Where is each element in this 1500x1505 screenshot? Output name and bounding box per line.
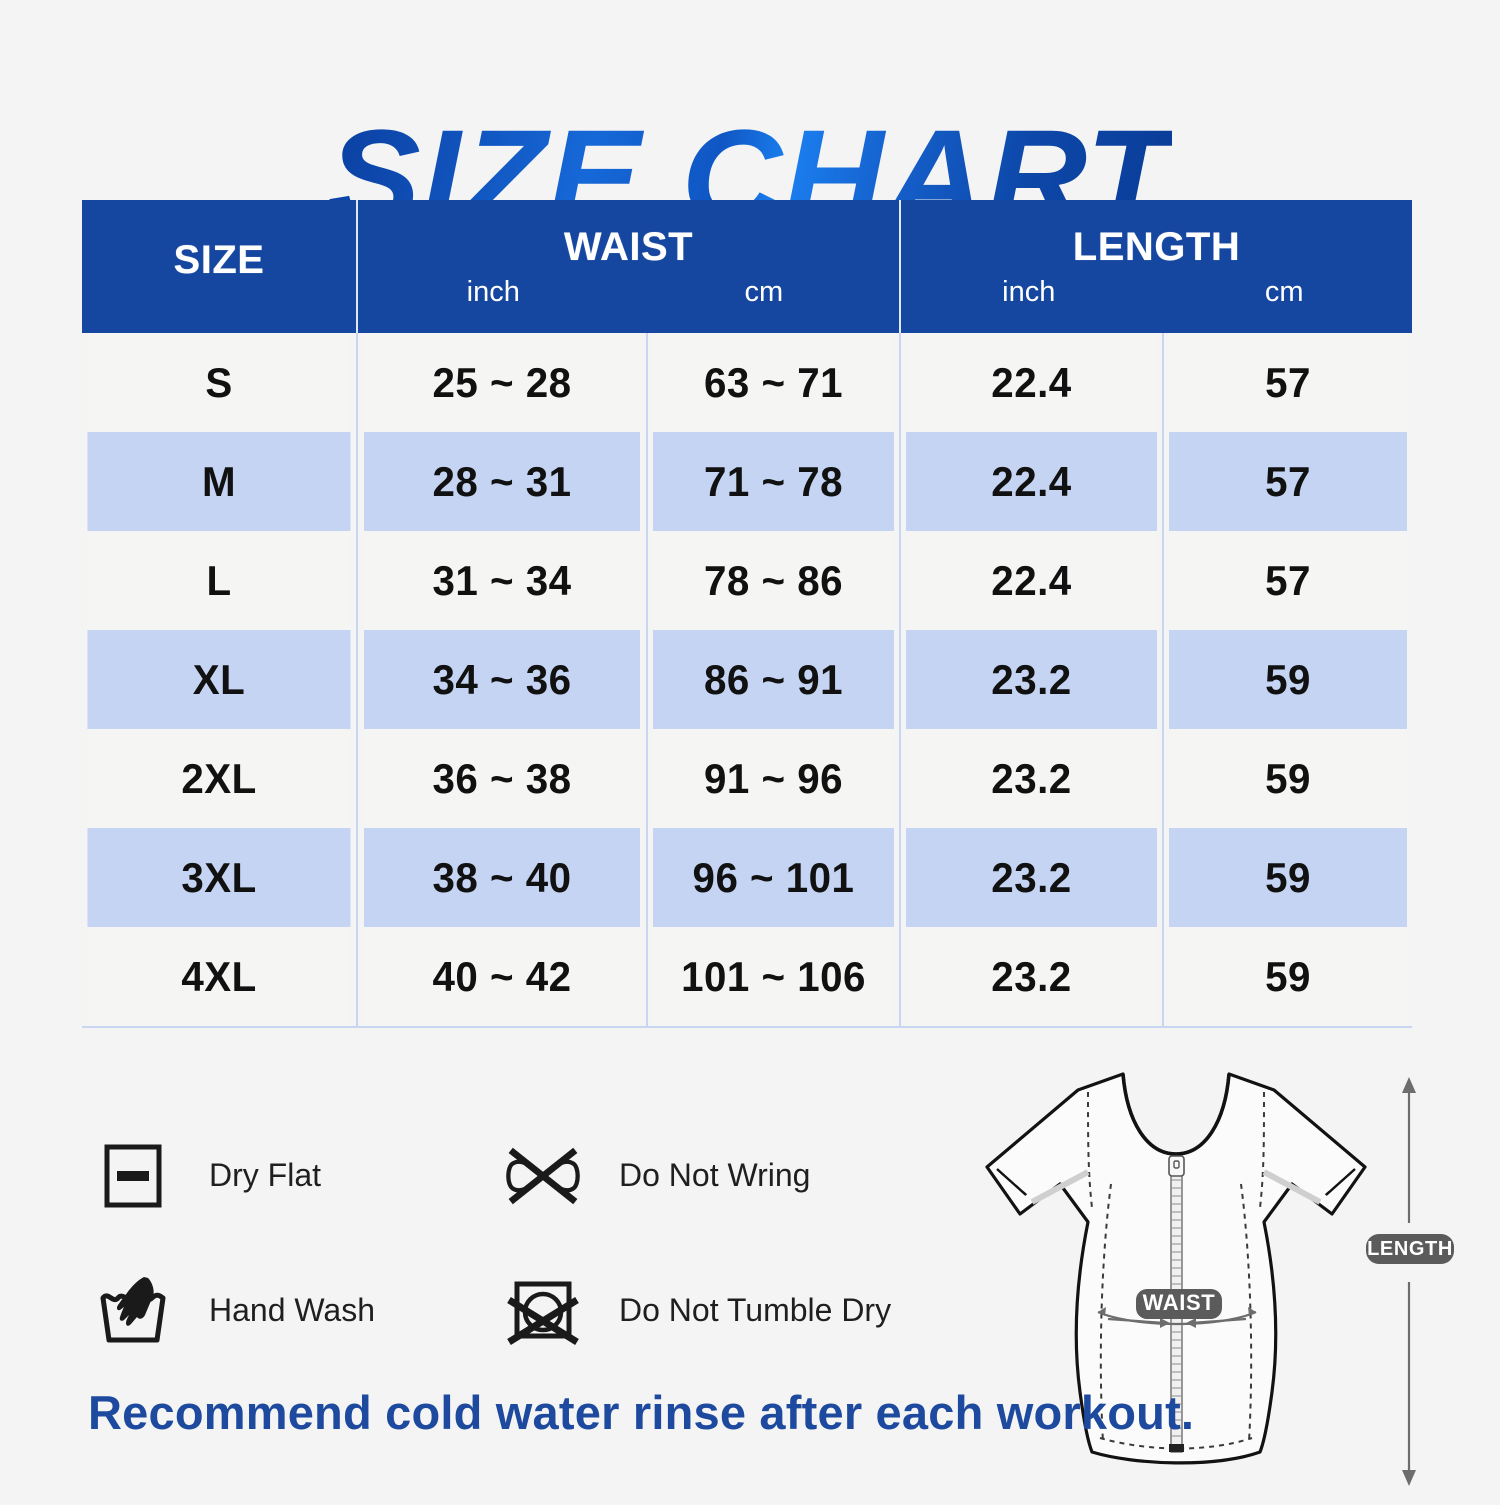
footer-note: Recommend cold water rinse after each wo… [88, 1386, 1195, 1439]
column-header-length-units: inch cm [901, 276, 1412, 309]
cell-size: 4XL [87, 927, 353, 1028]
size-chart-table: SIZE WAIST inch cm LENGTH inch cm S 25 ~ … [82, 200, 1413, 1028]
table-row: 2XL 36 ~ 38 91 ~ 96 23.2 59 [82, 729, 1412, 828]
column-header-length: LENGTH inch cm [900, 200, 1413, 333]
care-item-do-not-wring: Do Not Wring [505, 1138, 915, 1214]
care-item-dry-flat: Dry Flat [95, 1138, 505, 1214]
cell-waist_cm: 71 ~ 78 [652, 432, 896, 531]
column-header-size: SIZE [82, 200, 358, 333]
table-row: XL 34 ~ 36 86 ~ 91 23.2 59 [82, 630, 1412, 729]
cell-waist_inch: 34 ~ 36 [362, 630, 643, 729]
unit-label-waist-cm: cm [744, 276, 784, 308]
length-measure: LENGTH [1366, 1077, 1454, 1486]
cell-length_inch: 22.4 [905, 531, 1159, 630]
dry-flat-icon [95, 1138, 171, 1214]
cell-waist_inch: 28 ~ 31 [362, 432, 643, 531]
column-header-length-label: LENGTH [1072, 225, 1241, 269]
column-header-waist-units: inch cm [358, 276, 899, 309]
cell-size: L [87, 531, 353, 630]
cell-waist_inch: 38 ~ 40 [362, 828, 643, 927]
cell-waist_inch: 25 ~ 28 [362, 333, 643, 432]
cell-length_inch: 23.2 [905, 630, 1159, 729]
cell-size: XL [87, 630, 353, 729]
care-label-hand-wash: Hand Wash [209, 1292, 375, 1328]
table-header: SIZE WAIST inch cm LENGTH inch cm [82, 200, 1413, 333]
care-label-do-not-wring: Do Not Wring [619, 1157, 811, 1193]
care-row: Dry Flat Do Not Wring [95, 1108, 965, 1243]
table-header-row: SIZE WAIST inch cm LENGTH inch cm [82, 200, 1413, 333]
unit-label-length-cm: cm [1264, 276, 1304, 308]
cell-size: 2XL [87, 729, 353, 828]
garment-diagram: WAIST LENGTH [960, 1062, 1460, 1500]
table-row: 4XL 40 ~ 42 101 ~ 106 23.2 59 [82, 927, 1412, 1028]
cell-waist_inch: 36 ~ 38 [362, 729, 643, 828]
care-item-hand-wash: Hand Wash [95, 1273, 505, 1349]
cell-length_inch: 22.4 [905, 432, 1159, 531]
table-row: 3XL 38 ~ 40 96 ~ 101 23.2 59 [82, 828, 1412, 927]
unit-label-waist-inch: inch [466, 276, 520, 308]
hand-wash-icon [95, 1273, 171, 1349]
cell-waist_cm: 101 ~ 106 [652, 927, 896, 1028]
cell-size: S [87, 333, 353, 432]
cell-length_inch: 23.2 [905, 927, 1159, 1028]
length-badge-label: LENGTH [1367, 1238, 1453, 1260]
cell-length_cm: 59 [1167, 630, 1408, 729]
cell-length_cm: 57 [1167, 333, 1408, 432]
care-label-dry-flat: Dry Flat [209, 1157, 321, 1193]
do-not-wring-icon [505, 1138, 581, 1214]
cell-waist_inch: 40 ~ 42 [362, 927, 643, 1028]
column-header-waist: WAIST inch cm [357, 200, 902, 333]
cell-waist_cm: 91 ~ 96 [652, 729, 896, 828]
waist-badge-label: WAIST [1143, 1290, 1216, 1315]
cell-length_inch: 23.2 [905, 828, 1159, 927]
cell-waist_inch: 31 ~ 34 [362, 531, 643, 630]
cell-length_inch: 23.2 [905, 729, 1159, 828]
unit-label-length-inch: inch [1002, 276, 1056, 308]
cell-length_cm: 59 [1167, 729, 1408, 828]
care-row: Hand Wash Do Not Tumble Dry [95, 1243, 965, 1378]
cell-length_cm: 59 [1167, 927, 1408, 1028]
cell-size: M [87, 432, 353, 531]
waist-measure: WAIST [1097, 1289, 1257, 1328]
do-not-tumble-dry-icon [505, 1273, 581, 1349]
column-header-waist-label: WAIST [563, 225, 694, 269]
cell-length_cm: 59 [1167, 828, 1408, 927]
care-item-do-not-tumble-dry: Do Not Tumble Dry [505, 1273, 915, 1349]
cell-waist_cm: 96 ~ 101 [652, 828, 896, 927]
cell-waist_cm: 78 ~ 86 [652, 531, 896, 630]
cell-length_cm: 57 [1167, 432, 1408, 531]
care-instructions: Dry Flat Do Not Wring Hand Wash [95, 1108, 965, 1378]
cell-waist_cm: 86 ~ 91 [652, 630, 896, 729]
care-label-do-not-tumble-dry: Do Not Tumble Dry [619, 1292, 892, 1328]
table-row: M 28 ~ 31 71 ~ 78 22.4 57 [82, 432, 1412, 531]
table-row: L 31 ~ 34 78 ~ 86 22.4 57 [82, 531, 1412, 630]
table-row: S 25 ~ 28 63 ~ 71 22.4 57 [82, 333, 1412, 432]
cell-length_inch: 22.4 [905, 333, 1159, 432]
cell-waist_cm: 63 ~ 71 [652, 333, 896, 432]
table-body: S 25 ~ 28 63 ~ 71 22.4 57 M 28 ~ 31 71 ~ 78 22.4… [82, 333, 1412, 1028]
column-header-size-label: SIZE [173, 238, 265, 282]
cell-size: 3XL [87, 828, 353, 927]
cell-length_cm: 57 [1167, 531, 1408, 630]
